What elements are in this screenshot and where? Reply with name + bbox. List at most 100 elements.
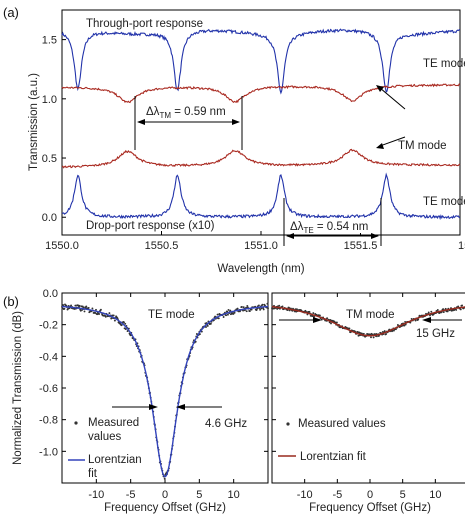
panel-b-y-tick-label: -0.4	[39, 351, 58, 363]
panel-b-x-tick-label: -5	[332, 489, 342, 501]
delta-te-arrow-head-right	[371, 233, 379, 239]
delta-tm-marker: ΔλTM = 0.59 nm	[134, 96, 243, 150]
measured-point	[362, 332, 365, 335]
te-subplot-title: TE mode	[148, 309, 195, 321]
through-te-line	[61, 28, 461, 95]
panel-b-x-tick-label: -10	[297, 489, 313, 501]
te-fwhm-marker: 4.6 GHz	[112, 404, 247, 430]
panel-b-y-tick-label: 0.0	[43, 288, 58, 300]
panel-a-plot: 1550.0 1550.5 1551.0 1551.5 1552.0 0.0 0.5 1.0…	[28, 9, 465, 275]
measured-point	[446, 310, 449, 313]
te-mode-top-label: TE mode	[423, 58, 465, 70]
measured-point	[206, 324, 209, 327]
measured-point	[311, 315, 314, 318]
te-fwhm-label: 4.6 GHz	[205, 418, 247, 430]
drop-tm-line	[61, 148, 461, 169]
measured-point	[266, 302, 269, 305]
measured-point	[312, 312, 315, 315]
panel-a-y-tick-label: 1.5	[42, 35, 57, 47]
through-tm-line	[61, 83, 461, 104]
tm-arrow-lower-head	[376, 143, 384, 149]
measured-point	[383, 330, 386, 333]
te-legend: Measured values Lorentzian fit	[68, 417, 142, 480]
panel-b-y-tick-label: -1.0	[39, 446, 58, 458]
panel-b-y-tick-label: -0.8	[39, 415, 58, 427]
measured-point	[403, 324, 406, 327]
tm-arrow-lower	[379, 136, 406, 147]
measured-point	[385, 333, 388, 335]
measured-point	[111, 314, 114, 317]
measured-point	[461, 304, 464, 307]
delta-tm-label: ΔλTM = 0.59 nm	[146, 106, 226, 120]
panel-a-frame	[61, 9, 461, 236]
panel-a-y-tick-label: 1.0	[42, 94, 57, 106]
te-x-label: Frequency Offset (GHz)	[104, 502, 226, 514]
through-port-label: Through-port response	[86, 18, 203, 30]
measured-point	[233, 311, 236, 314]
measured-point	[335, 321, 338, 324]
tm-mode-arrows	[376, 85, 406, 149]
tm-legend-measured: Measured values	[298, 418, 386, 430]
panel-b-x-tick-label: -5	[126, 489, 136, 501]
tm-lorentzian-fit	[271, 305, 465, 337]
measured-point	[99, 308, 102, 311]
delta-tm-arrow-head-right	[232, 119, 240, 125]
measured-point	[83, 310, 86, 313]
tm-arrow-upper-head	[376, 85, 384, 92]
te-legend-measured-line1: Measured	[88, 417, 139, 429]
measured-point	[288, 306, 290, 309]
measured-point	[427, 311, 430, 314]
panel-a-y-label: Transmission (a.u.)	[28, 73, 40, 171]
delta-te-arrow-head-left	[286, 233, 294, 239]
tm-subplot-title: TM mode	[346, 309, 395, 321]
measured-point	[113, 319, 116, 322]
delta-te-label: ΔλTE = 0.54 nm	[290, 221, 368, 235]
measured-point	[276, 307, 279, 310]
panel-b-x-tick-label: -10	[88, 489, 104, 501]
te-mode-bottom-label: TE mode	[423, 196, 465, 208]
te-fit-curve	[61, 305, 269, 478]
measured-point	[259, 308, 262, 311]
measured-point	[417, 318, 420, 321]
measured-point	[226, 313, 229, 316]
measured-point	[375, 335, 378, 338]
panel-a-x-tick-label: 1550.5	[145, 240, 179, 252]
panel-b-y-ticks: 0.0 -0.2 -0.4 -0.6 -0.8 -1.0	[39, 288, 276, 458]
measured-point	[81, 308, 84, 311]
measured-point	[120, 324, 123, 327]
measured-point	[110, 317, 113, 320]
measured-point	[112, 314, 115, 317]
measured-point	[326, 317, 329, 320]
measured-point	[95, 308, 97, 311]
panel-b-y-tick-label: -0.6	[39, 383, 58, 395]
panel-a-label: (a)	[3, 5, 19, 20]
measured-point	[225, 314, 228, 317]
measured-point	[262, 308, 265, 311]
panel-b-x-tick-label: 5	[196, 489, 202, 501]
measured-point	[240, 305, 243, 308]
measured-point	[85, 305, 88, 308]
panel-a-x-tick-label: 1551.5	[344, 240, 378, 252]
measured-point	[370, 336, 372, 339]
delta-tm-label-bg	[142, 103, 236, 118]
panel-b-x-tick-label: 5	[400, 489, 406, 501]
tm-mode-label: TM mode	[398, 140, 447, 152]
measured-point	[246, 304, 249, 307]
te-legend-fit-line2: fit	[88, 468, 98, 480]
tm-arrow-upper	[379, 87, 406, 110]
measured-point	[459, 308, 462, 311]
measured-point	[250, 308, 253, 311]
measured-point	[261, 303, 264, 306]
tm-fwhm-arrow-right-head	[422, 317, 431, 323]
panel-b-x-tick-label: 10	[429, 489, 441, 501]
measured-point	[216, 313, 219, 316]
panel-b-y-tick-label: -0.2	[39, 320, 58, 332]
delta-te-marker: ΔλTE = 0.54 nm	[283, 198, 382, 246]
measured-point	[82, 306, 85, 309]
measured-point	[442, 311, 445, 314]
panel-a-y-tick-label: 0.5	[42, 153, 57, 165]
measured-point	[348, 327, 351, 330]
measured-point	[410, 317, 413, 320]
measured-point	[318, 314, 321, 317]
